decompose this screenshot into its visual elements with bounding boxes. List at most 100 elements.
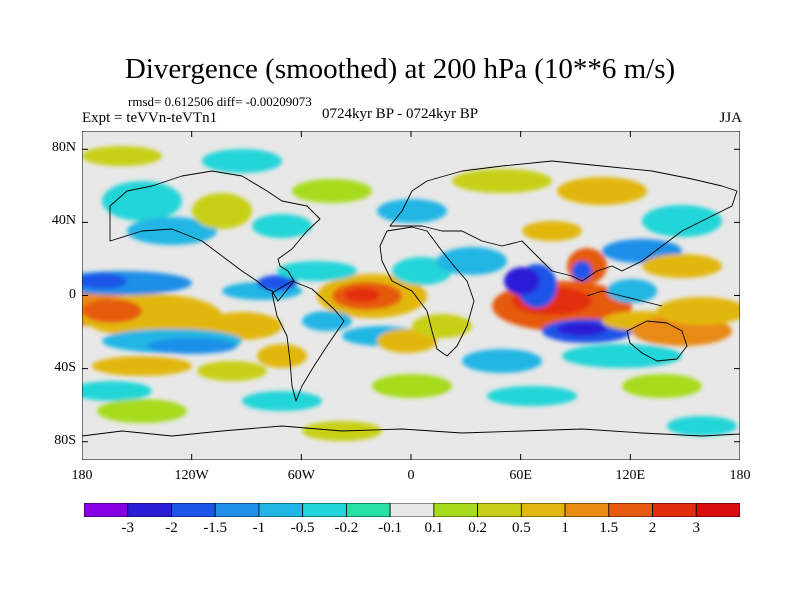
field-blob — [562, 344, 682, 368]
colorbar — [84, 503, 740, 517]
field-blob — [102, 181, 182, 221]
colorbar-swatch — [433, 503, 479, 517]
field-blob — [557, 177, 647, 205]
colorbar-swatch — [345, 503, 391, 517]
field-blob — [277, 261, 357, 281]
colorbar-tick-label: -1.5 — [203, 520, 228, 536]
colorbar-tick-label: -0.1 — [378, 520, 402, 536]
field-blob — [557, 322, 607, 336]
field-blob — [147, 338, 237, 354]
field-blob — [377, 329, 437, 353]
map-panel — [82, 131, 740, 460]
colorbar-swatch — [695, 503, 740, 517]
field-blob — [372, 374, 452, 398]
colorbar-tick-label: -2 — [165, 520, 178, 536]
field-blob — [302, 311, 352, 331]
colorbar-swatch — [171, 503, 216, 517]
lon-tick-label: 120W — [174, 468, 209, 483]
coastlines — [82, 160, 740, 437]
field-blob — [97, 399, 187, 423]
field-blob — [392, 257, 452, 285]
field-blob — [344, 288, 380, 302]
south-america-coast — [271, 280, 345, 402]
field-blob — [192, 193, 252, 229]
colorbar-tick-label: 0.5 — [511, 520, 531, 536]
field-blob — [252, 214, 312, 238]
colorbar-swatch — [127, 503, 172, 517]
colorbar-swatch — [564, 503, 610, 517]
plot-title: Divergence (smoothed) at 200 hPa (10**6 … — [124, 53, 676, 85]
field-blob — [452, 169, 552, 193]
field-blob — [667, 416, 737, 436]
colorbar-tick-label: -1 — [252, 520, 266, 536]
field-blob — [82, 381, 152, 401]
colorbar-swatch — [389, 503, 435, 517]
colorbar-swatch — [84, 503, 129, 517]
field-blob — [82, 273, 127, 289]
colorbar-swatch — [608, 503, 653, 517]
colorbar-swatch — [302, 503, 347, 517]
field-blob — [657, 297, 740, 325]
field-blob — [622, 374, 702, 398]
field-blob — [522, 221, 582, 241]
colorbar-swatch — [258, 503, 304, 517]
colorbar-swatch — [477, 503, 522, 517]
field-blob — [462, 349, 542, 373]
colorbar-tick-label: -0.5 — [290, 520, 315, 536]
lon-tick-label: 0 — [407, 468, 415, 483]
colorbar-tick-label: 0.2 — [468, 520, 487, 536]
field-blob — [292, 179, 372, 203]
stats-text: rmsd= 0.612506 diff= -0.00209073 — [128, 94, 312, 109]
lat-tick-label: 40S — [54, 359, 76, 375]
colorbar-tick-label: 3 — [692, 520, 701, 536]
lat-tick-label: 40N — [51, 213, 76, 229]
contour-field — [82, 146, 740, 441]
field-blob — [642, 205, 722, 237]
field-blob — [197, 361, 267, 381]
australia-coast — [626, 320, 688, 362]
divergence-map — [82, 131, 740, 460]
field-blob — [487, 386, 577, 406]
lon-tick-label: 60W — [287, 468, 315, 483]
colorbar-tick-label: 2 — [648, 520, 657, 536]
axis-ticks — [82, 131, 740, 460]
field-blob — [242, 391, 322, 411]
lon-tick-label: 180 — [71, 468, 93, 483]
field-blob — [377, 199, 447, 223]
lat-tick-label: 0 — [69, 286, 76, 302]
season-label: JJA — [719, 110, 742, 126]
lat-tick-label: 80S — [54, 432, 76, 448]
experiment-label: Expt = teVVn-teVTn1 — [82, 110, 218, 126]
field-blobs — [82, 146, 740, 441]
colorbar-tick-label: 0.1 — [424, 520, 444, 536]
antarctica-coast — [82, 425, 740, 437]
field-blob — [607, 279, 657, 303]
colorbar-tick-label: -3 — [121, 520, 134, 536]
field-blob — [92, 356, 192, 376]
north-america-coast — [109, 170, 321, 302]
colorbar-swatch — [214, 503, 260, 517]
field-blob — [257, 275, 297, 291]
lon-tick-label: 60E — [509, 468, 532, 483]
field-blob — [82, 299, 142, 323]
period-label: 0724kyr BP - 0724kyr BP — [321, 106, 479, 122]
maritime-continent-coast — [586, 290, 663, 307]
field-blob — [257, 344, 307, 368]
africa-coast — [379, 226, 475, 357]
colorbar-tick-label: 1 — [561, 520, 569, 536]
field-blob — [202, 149, 282, 173]
field-blob — [437, 247, 507, 275]
colorbar-tick-label: 1.5 — [599, 520, 619, 536]
colorbar-swatch — [652, 503, 697, 517]
field-blob — [642, 254, 722, 278]
field-blob — [82, 146, 162, 166]
lon-tick-label: 120E — [615, 468, 646, 483]
lat-tick-label: 80N — [51, 140, 76, 156]
colorbar-tick-label: -0.2 — [334, 520, 359, 536]
lon-tick-label: 180 — [729, 468, 751, 483]
field-blob — [504, 267, 540, 295]
field-blob — [412, 314, 472, 338]
eurasia-coast — [389, 160, 738, 282]
colorbar-swatch — [520, 503, 566, 517]
field-blob — [572, 261, 592, 281]
